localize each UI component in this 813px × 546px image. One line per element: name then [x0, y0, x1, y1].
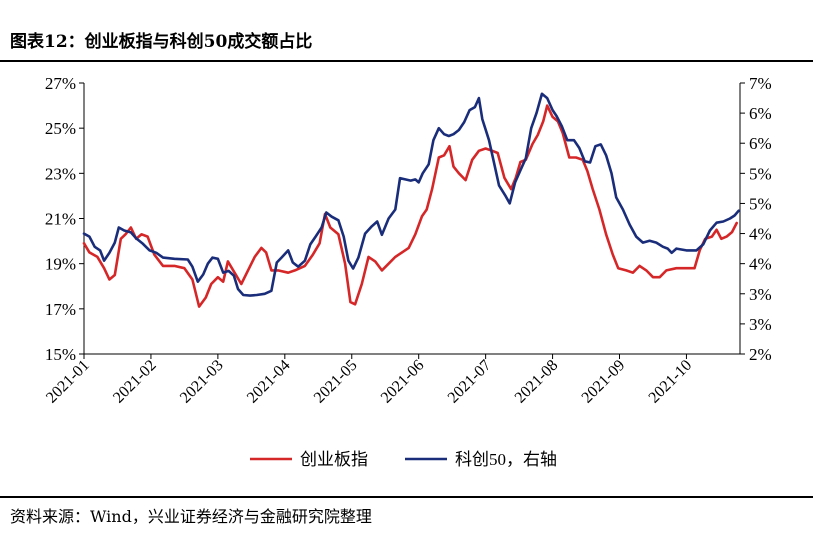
left-tick-label: 23% [45, 164, 76, 183]
x-tick-label: 2021-08 [512, 357, 562, 407]
right-tick-label: 3% [749, 285, 772, 304]
legend-label-chinext: 创业板指 [300, 450, 368, 469]
source-note: 资料来源：Wind，兴业证券经济与金融研究院整理 [10, 507, 372, 526]
top-rule [0, 60, 813, 62]
right-tick-label: 4% [749, 255, 772, 274]
axes-layer: 15% 17% 19% 21% 23% 25% 27% 2% 3% 3% 4% 4% 5% 5% 6% 6% 7… [43, 74, 772, 407]
right-tick-label: 6% [749, 134, 772, 153]
chart-title: 图表12：创业板指与科创50成交额占比 [10, 32, 313, 52]
x-tick-label: 2021-07 [445, 357, 495, 407]
legend: 创业板指 科创50，右轴 [250, 450, 557, 469]
x-tick-label: 2021-04 [244, 357, 294, 407]
right-tick-label: 4% [749, 225, 772, 244]
left-tick-label: 17% [45, 300, 76, 319]
x-tick-label: 2021-05 [311, 357, 361, 407]
x-tick-label: 2021-10 [646, 357, 696, 407]
x-tick-label: 2021-09 [579, 357, 629, 407]
x-tick-label: 2021-03 [177, 357, 227, 407]
series-layer [82, 92, 740, 308]
right-tick-label: 6% [749, 104, 772, 123]
right-tick-label: 2% [749, 345, 772, 364]
left-tick-label: 15% [45, 345, 76, 364]
right-tick-label: 5% [749, 164, 772, 183]
left-tick-label: 27% [45, 74, 76, 93]
x-tick-label: 2021-02 [110, 357, 160, 407]
series-line-chinext [82, 104, 738, 308]
legend-label-star50: 科创50，右轴 [455, 450, 557, 469]
bottom-rule [0, 496, 813, 498]
right-tick-label: 5% [749, 194, 772, 213]
left-tick-label: 19% [45, 255, 76, 274]
right-tick-label: 3% [749, 315, 772, 334]
left-tick-label: 21% [45, 210, 76, 229]
x-tick-label: 2021-01 [43, 357, 93, 407]
series-line-star50 [82, 92, 740, 297]
x-tick-label: 2021-06 [378, 357, 428, 407]
right-tick-label: 7% [749, 74, 772, 93]
left-tick-label: 25% [45, 119, 76, 138]
